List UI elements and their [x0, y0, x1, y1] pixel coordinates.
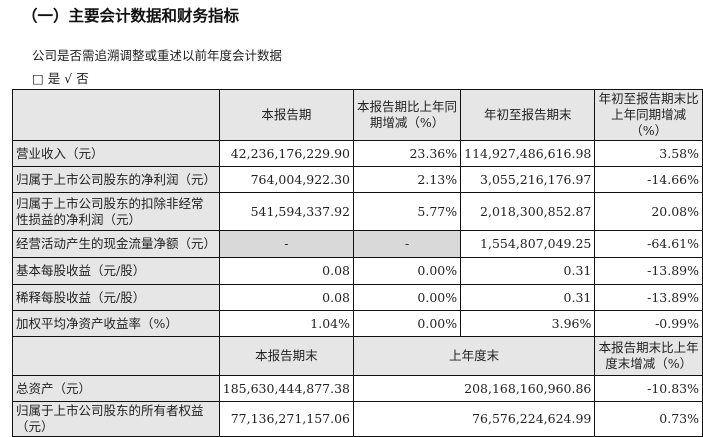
cell-value: 0.08 — [218, 257, 355, 285]
column-header: 本报告期 — [218, 89, 355, 141]
column-header: 年初至报告期末 — [460, 89, 596, 141]
row-label: 归属于上市公司股东的净利润（元） — [12, 166, 220, 193]
table-row: 加权平均净资产收益率（%） 1.04% 0.00% 3.96% -0.99% — [12, 310, 703, 337]
header-row: 本报告期末 上年度末 本报告期末比上年度末增减（%） — [12, 336, 703, 376]
table-row: 归属于上市公司股东的扣除非经常性损益的净利润（元） 541,594,337.92 5… — [12, 192, 703, 231]
cell-value: 2.13% — [352, 166, 462, 193]
row-label: 基本每股收益（元/股） — [12, 257, 220, 285]
cell-value: 0.00% — [352, 257, 462, 285]
table-row: 归属于上市公司股东的净利润（元） 764,004,922.30 2.13% 3,055… — [12, 166, 703, 193]
section-title: （一）主要会计数据和财务指标 — [22, 7, 240, 25]
cell-value: 3.96% — [460, 310, 596, 337]
cell-value: -13.89% — [594, 284, 703, 311]
cell-value: 185,630,444,877.38 — [218, 375, 355, 402]
table-row: 经营活动产生的现金流量净额（元） - -1,554,807,049.25 -64.61… — [12, 230, 703, 258]
cell-value: -0.99% — [594, 310, 703, 337]
cell-value: 23.36% — [352, 140, 462, 167]
cell-value: 0.31 — [460, 284, 596, 311]
cell-value: 5.77% — [352, 192, 462, 231]
cell-value: - — [218, 230, 355, 258]
cell-value: 1.04% — [218, 310, 355, 337]
table-row: 稀释每股收益（元/股） 0.08 0.00% 0.31 -13.89% — [12, 284, 703, 311]
cell-value: 2,018,300,852.87 — [460, 192, 596, 231]
cell-value: -64.61% — [594, 230, 703, 258]
financial-table: 本报告期 本报告期比上年同期增减（%） 年初至报告期末 年初至报告期末比上年同期增减（… — [12, 89, 703, 437]
cell-value: 3,055,216,176.97 — [460, 166, 596, 193]
column-header: 本报告期末 — [218, 336, 355, 376]
cell-value: 76,576,224,624.99 — [352, 401, 596, 437]
header-row: 本报告期 本报告期比上年同期增减（%） 年初至报告期末 年初至报告期末比上年同期增减（… — [12, 89, 703, 141]
cell-value: 764,004,922.30 — [218, 166, 355, 193]
cell-value: 0.00% — [352, 310, 462, 337]
cell-value: -14.66% — [594, 166, 703, 193]
cell-value: 0.00% — [352, 284, 462, 311]
column-header — [12, 336, 220, 376]
cell-value: 114,927,486,616.98 — [460, 140, 596, 167]
column-header — [12, 89, 220, 141]
row-label: 营业收入（元） — [12, 140, 220, 167]
row-label: 归属于上市公司股东的扣除非经常性损益的净利润（元） — [12, 192, 220, 231]
row-label: 经营活动产生的现金流量净额（元） — [12, 230, 220, 258]
restatement-options: □ 是 √ 否 — [32, 71, 89, 86]
cell-value: -10.83% — [594, 375, 703, 402]
column-header: 年初至报告期末比上年同期增减（%） — [594, 89, 703, 141]
cell-value: 1,554,807,049.25 — [460, 230, 596, 258]
cell-value: 0.73% — [594, 401, 703, 437]
cell-value: - — [352, 230, 462, 258]
row-label: 总资产（元） — [12, 375, 220, 402]
row-label: 稀释每股收益（元/股） — [12, 284, 220, 311]
cell-value: 3.58% — [594, 140, 703, 167]
cell-value: 208,168,160,960.86 — [352, 375, 596, 402]
restatement-question: 公司是否需追溯调整或重述以前年度会计数据 — [32, 48, 283, 63]
row-label: 加权平均净资产收益率（%） — [12, 310, 220, 337]
cell-value: 0.08 — [218, 284, 355, 311]
table-row: 基本每股收益（元/股） 0.08 0.00% 0.31 -13.89% — [12, 257, 703, 285]
cell-value: 541,594,337.92 — [218, 192, 355, 231]
column-header: 上年度末 — [352, 336, 596, 376]
cell-value: 0.31 — [460, 257, 596, 285]
column-header: 本报告期比上年同期增减（%） — [352, 89, 462, 141]
column-header: 本报告期末比上年度末增减（%） — [594, 336, 703, 376]
cell-value: -13.89% — [594, 257, 703, 285]
table-row: 归属于上市公司股东的所有者权益（元） 77,136,271,157.06 76,57… — [12, 401, 703, 437]
cell-value: 20.08% — [594, 192, 703, 231]
table-row: 营业收入（元） 42,236,176,229.90 23.36% 114,927,48… — [12, 140, 703, 167]
table-row: 总资产（元） 185,630,444,877.38 208,168,160,960.… — [12, 375, 703, 402]
cell-value: 42,236,176,229.90 — [218, 140, 355, 167]
row-label: 归属于上市公司股东的所有者权益（元） — [12, 401, 220, 437]
cell-value: 77,136,271,157.06 — [218, 401, 355, 437]
